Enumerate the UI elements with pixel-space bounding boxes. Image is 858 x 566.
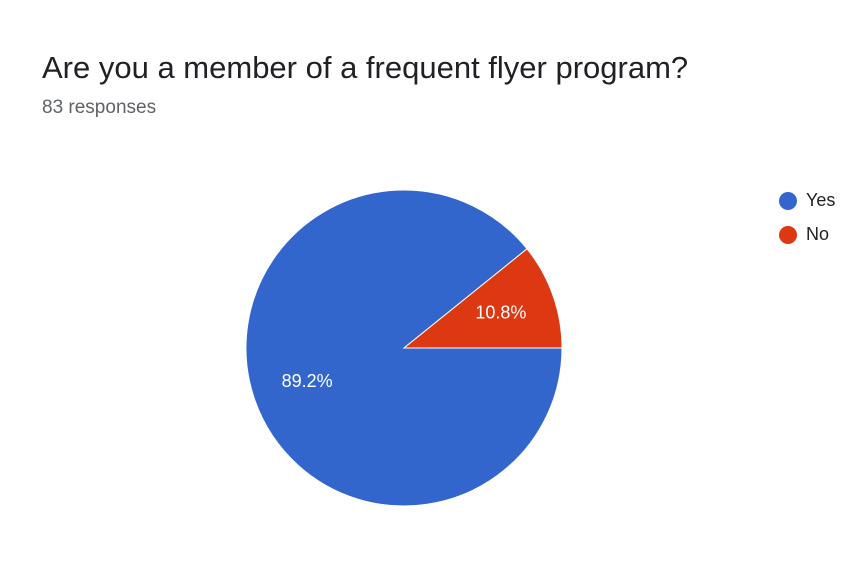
pie-slice <box>402 248 563 349</box>
legend-swatch <box>779 192 797 210</box>
slice-label: 89.2% <box>282 371 333 391</box>
legend-label: No <box>806 224 829 244</box>
legend-swatch <box>779 226 797 244</box>
legend-label: Yes <box>806 190 835 210</box>
slice-label: 10.8% <box>475 303 526 323</box>
chart-subtitle: 83 responses <box>42 97 156 118</box>
chart-title: Are you a member of a frequent flyer pro… <box>42 50 688 85</box>
